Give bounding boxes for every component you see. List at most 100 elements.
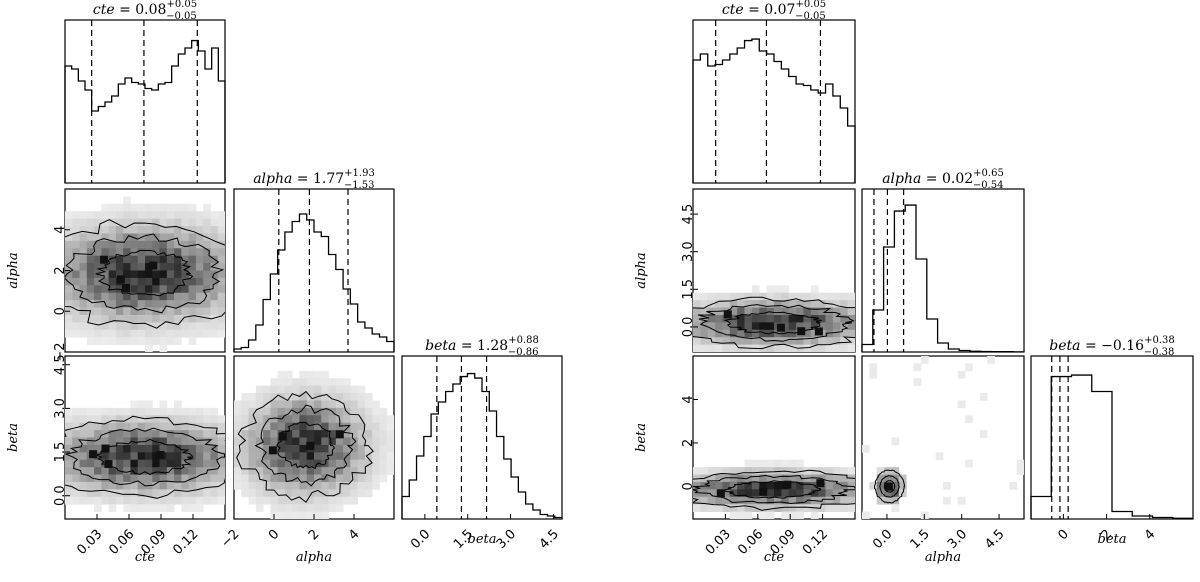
density-cell — [137, 452, 146, 461]
density-cell — [203, 255, 211, 264]
density-cell — [810, 300, 819, 308]
density-cell — [94, 337, 102, 345]
density-cell — [693, 292, 701, 301]
x-axis-label-alpha: alpha — [925, 550, 961, 565]
density-cell — [159, 240, 168, 249]
density-cell — [217, 226, 225, 234]
histogram-step-alpha — [233, 213, 395, 352]
density-cell — [314, 400, 322, 409]
density-cell — [145, 422, 153, 431]
density-cell — [364, 400, 373, 409]
density-cell — [270, 437, 279, 446]
density-cell — [86, 489, 95, 498]
density-cell — [299, 474, 308, 483]
density-cell — [210, 329, 219, 338]
density-cell — [847, 300, 855, 308]
density-cell — [86, 415, 95, 424]
density-cell — [101, 422, 110, 431]
density-cell — [137, 430, 146, 438]
density-cell — [729, 337, 738, 345]
density-cell — [248, 415, 257, 424]
density-cell — [137, 211, 146, 220]
contour-level-0 — [873, 469, 905, 504]
density-cell — [94, 300, 102, 308]
density-cell — [65, 329, 73, 338]
density-cell — [788, 511, 797, 519]
density-cell — [72, 218, 80, 227]
density-cell — [123, 263, 131, 271]
density-cell — [210, 422, 219, 431]
density-cell — [65, 415, 73, 424]
density-cell — [343, 496, 351, 505]
density-cell — [715, 496, 723, 505]
density-cell — [343, 467, 351, 475]
density-cell — [255, 407, 264, 416]
density-cell — [884, 474, 892, 483]
density-cell — [203, 444, 211, 453]
density-cell — [364, 430, 373, 438]
density-cell — [188, 248, 197, 257]
density-cell — [203, 322, 211, 331]
density-cell — [774, 459, 782, 468]
density-cell — [166, 285, 175, 294]
density-cell — [306, 422, 315, 431]
density-cell — [79, 248, 88, 257]
contour-level-2 — [883, 480, 896, 493]
density-cell — [263, 437, 271, 446]
density-cell — [343, 481, 351, 490]
density-cell — [166, 255, 175, 264]
density-cell — [847, 329, 855, 338]
density-cell — [166, 218, 175, 227]
density-cell — [832, 467, 841, 475]
density-field — [693, 285, 855, 352]
density-cell — [876, 496, 885, 505]
density-cell — [86, 437, 95, 446]
density-cell — [270, 407, 279, 416]
density-cell — [145, 203, 153, 212]
density-cell — [774, 489, 782, 498]
density-peak-cell — [101, 444, 110, 453]
density-cell — [108, 218, 117, 227]
density-cell — [174, 452, 182, 461]
density-cell — [145, 211, 153, 220]
density-cell — [965, 459, 973, 468]
density-cell — [729, 489, 738, 498]
density-cell — [357, 407, 366, 416]
density-cell — [803, 504, 812, 512]
density-cell — [737, 300, 745, 308]
density-cell — [818, 337, 826, 345]
density-cell — [174, 467, 182, 475]
density-cell — [781, 474, 790, 483]
hist-panel-alpha: alpha = 0.02+0.65 −0.54 — [861, 168, 1025, 353]
density-cell — [321, 511, 329, 519]
density-cell — [152, 415, 160, 424]
density-cell — [328, 459, 337, 468]
density-cell — [292, 378, 300, 387]
density-cell — [195, 255, 204, 264]
density-cell — [72, 459, 80, 468]
density-cell — [284, 452, 293, 461]
density-cell — [832, 307, 841, 316]
density-cell — [292, 430, 300, 438]
density-cell — [737, 329, 745, 338]
density-cell — [328, 452, 337, 461]
density-cell — [94, 292, 102, 301]
density-cell — [188, 337, 197, 345]
density-cell — [188, 211, 197, 220]
density-cell — [707, 322, 716, 331]
density-cell — [101, 226, 110, 234]
density-cell — [847, 481, 855, 490]
density-cell — [101, 329, 110, 338]
density-cell — [255, 444, 264, 453]
density-cell — [181, 277, 190, 286]
density-cell — [693, 307, 701, 316]
density-cell — [188, 496, 197, 505]
density-cell — [700, 307, 709, 316]
density-cell — [306, 504, 315, 512]
density-cell — [234, 474, 242, 483]
density-cell — [130, 496, 139, 505]
density-cell — [108, 504, 117, 512]
density-cell — [159, 285, 168, 294]
density-cell — [152, 322, 160, 331]
density-cell — [248, 474, 257, 483]
